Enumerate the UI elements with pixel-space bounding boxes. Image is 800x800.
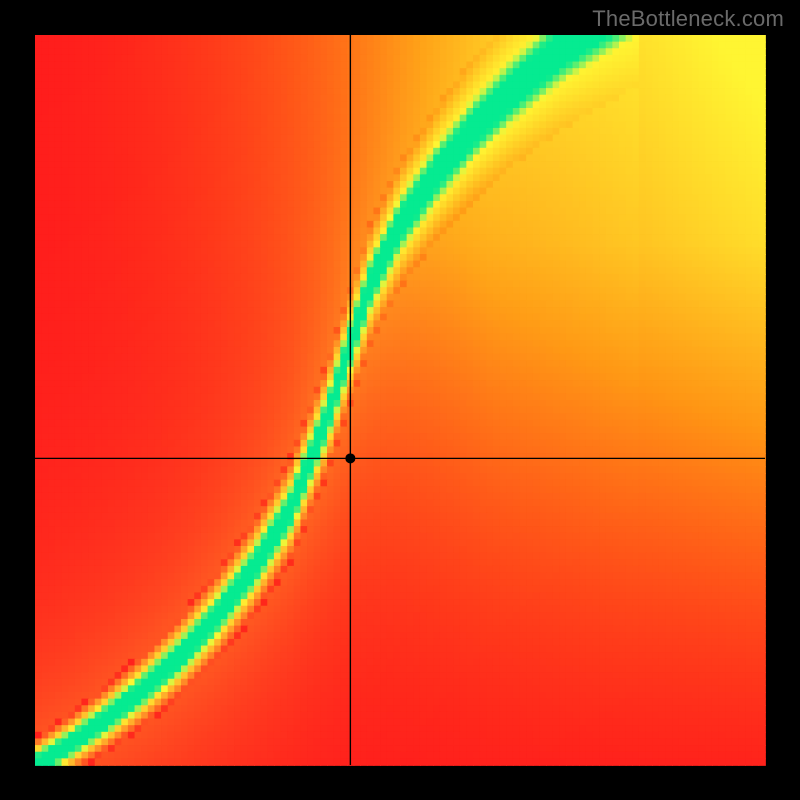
chart-container: TheBottleneck.com: [0, 0, 800, 800]
bottleneck-heatmap: [0, 0, 800, 800]
watermark-text: TheBottleneck.com: [592, 6, 784, 32]
